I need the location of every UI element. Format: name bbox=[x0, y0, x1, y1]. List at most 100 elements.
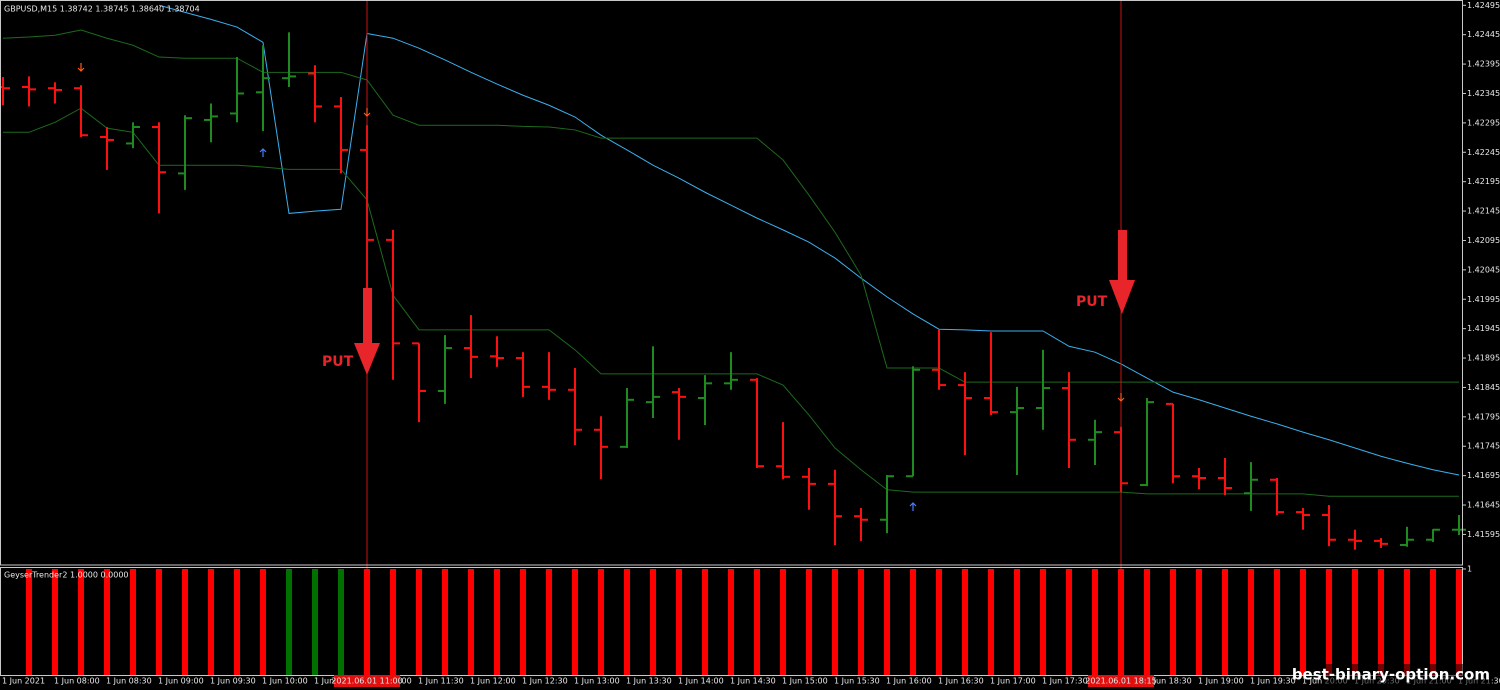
cursor-box bbox=[334, 675, 400, 687]
x-tick-label: 1 Jun 11:30 bbox=[418, 677, 464, 686]
cursor-label: 2021.06.01 11:00 bbox=[331, 677, 402, 686]
indicator-line bbox=[158, 4, 1460, 476]
x-tick-label: 1 Jun 17:30 bbox=[1042, 677, 1088, 686]
histogram-bar bbox=[1092, 569, 1098, 676]
x-tick-label: 1 Jun 09:00 bbox=[158, 677, 204, 686]
histogram-bar bbox=[832, 569, 838, 676]
overlay-layer: 2021.06.01 11:00 2021.06.01 18:15 bbox=[331, 675, 1157, 687]
histogram-bar bbox=[1456, 569, 1462, 676]
histogram-bar bbox=[1144, 569, 1150, 676]
x-tick-label: 1 Jun 12:00 bbox=[470, 677, 516, 686]
x-tick-label: 1 Jun 12:30 bbox=[522, 677, 568, 686]
x-tick-label: 1 Jun 18:30 bbox=[1146, 677, 1192, 686]
x-tick-label: 1 Jun 10:00 bbox=[262, 677, 308, 686]
x-tick-label: 1 Jun 16:00 bbox=[886, 677, 932, 686]
put-arrow bbox=[354, 288, 380, 375]
histogram-bar bbox=[1066, 569, 1072, 676]
cursor-box bbox=[1088, 675, 1154, 687]
signal-arrow-down bbox=[363, 108, 371, 117]
y-tick-label: 1.42345 bbox=[1467, 89, 1500, 98]
y-tick-label: 1.42045 bbox=[1467, 265, 1500, 274]
indicator-frame bbox=[0, 567, 1463, 676]
y-tick-label: 1.41845 bbox=[1467, 383, 1500, 392]
y-tick-label: 1.41595 bbox=[1467, 530, 1500, 539]
y-tick-label: 1.42145 bbox=[1467, 207, 1500, 216]
histogram-bar bbox=[702, 569, 708, 676]
signal-arrow-up bbox=[259, 148, 267, 157]
histogram-bar bbox=[1300, 569, 1306, 676]
put-label: PUT bbox=[322, 354, 354, 370]
histogram-bar bbox=[780, 569, 786, 676]
histogram-bar bbox=[26, 569, 32, 676]
histogram-bar bbox=[962, 569, 968, 676]
histogram-bar bbox=[1248, 569, 1254, 676]
histogram-bar bbox=[130, 569, 136, 676]
histogram-bar bbox=[572, 569, 578, 676]
histogram-bar bbox=[754, 569, 760, 676]
watermark-bg bbox=[1322, 664, 1492, 686]
x-tick-label: 1 Jun 15:00 bbox=[782, 677, 828, 686]
x-tick-label: 1 Jun 08:30 bbox=[106, 677, 152, 686]
histogram-bar bbox=[1118, 569, 1124, 676]
histogram-bar bbox=[1352, 569, 1358, 676]
x-tick-label: 1 Jun 15:30 bbox=[834, 677, 880, 686]
histogram-bar bbox=[1014, 569, 1020, 676]
histogram-bar bbox=[182, 569, 188, 676]
histogram-bar bbox=[52, 569, 58, 676]
histogram-bar bbox=[858, 569, 864, 676]
put-label: PUT bbox=[1076, 294, 1108, 310]
put-arrow bbox=[1109, 230, 1135, 314]
histogram-bar bbox=[338, 569, 344, 676]
x-tick-label: 1 Jun 13:30 bbox=[626, 677, 672, 686]
x-tick-label: 1 Jun 09:30 bbox=[210, 677, 256, 686]
histogram-bar bbox=[936, 569, 942, 676]
histogram-bar bbox=[1430, 569, 1436, 676]
y-tick-label: 1.42495 bbox=[1467, 1, 1500, 10]
main-frame bbox=[0, 0, 1463, 566]
x-tick-label: 1 Jun 2021 bbox=[2, 677, 45, 686]
histogram-bar bbox=[988, 569, 994, 676]
y-tick-label: 1.41895 bbox=[1467, 354, 1500, 363]
x-tick-label: 1 Jun 19:30 bbox=[1250, 677, 1296, 686]
histogram-bar bbox=[390, 569, 396, 676]
x-tick-label: 1 Jun 17:00 bbox=[990, 677, 1036, 686]
histogram-bar bbox=[1404, 569, 1410, 676]
histogram-bar bbox=[546, 569, 552, 676]
x-tick-label: 1 Jun 16:30 bbox=[938, 677, 984, 686]
histogram-bar bbox=[1222, 569, 1228, 676]
histogram-bar bbox=[468, 569, 474, 676]
histogram-bar bbox=[1274, 569, 1280, 676]
histogram-bar bbox=[1326, 569, 1332, 676]
histogram-bar bbox=[286, 569, 292, 676]
histogram-bar bbox=[598, 569, 604, 676]
histogram-bar bbox=[260, 569, 266, 676]
signal-arrow-down bbox=[1117, 393, 1125, 402]
histogram-bar bbox=[520, 569, 526, 676]
histogram-bar bbox=[728, 569, 734, 676]
x-tick-label: 1 Jun 13:00 bbox=[574, 677, 620, 686]
y-tick-label: 1.41695 bbox=[1467, 471, 1500, 480]
histogram-bar bbox=[624, 569, 630, 676]
histogram-bar bbox=[650, 569, 656, 676]
x-tick-label: 1 Jun 19:00 bbox=[1198, 677, 1244, 686]
histogram-bar bbox=[1040, 569, 1046, 676]
histogram-bar bbox=[676, 569, 682, 676]
indicator-title: GeyserTrender2 1.0000 0.0000 bbox=[4, 571, 129, 580]
histogram-bar bbox=[208, 569, 214, 676]
x-tick-label: 1 Jun 14:30 bbox=[730, 677, 776, 686]
histogram-bar bbox=[1170, 569, 1176, 676]
histogram-bar bbox=[104, 569, 110, 676]
signal-arrow-up bbox=[909, 502, 917, 511]
y-tick-label: 1 bbox=[1467, 565, 1472, 574]
y-tick-label: 1.41945 bbox=[1467, 324, 1500, 333]
y-tick-label: 1.41645 bbox=[1467, 501, 1500, 510]
histogram-bar bbox=[156, 569, 162, 676]
histogram-bar bbox=[78, 569, 84, 676]
y-tick-label: 1.42245 bbox=[1467, 148, 1500, 157]
y-tick-label: 1.42445 bbox=[1467, 30, 1500, 39]
histogram-bar bbox=[312, 569, 318, 676]
histogram-bar bbox=[234, 569, 240, 676]
